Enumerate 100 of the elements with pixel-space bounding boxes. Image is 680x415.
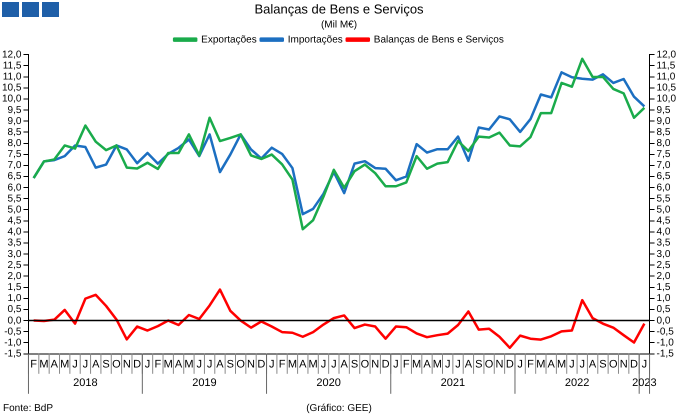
x-tick-label: J <box>444 358 450 370</box>
y-tick-label: 1,0 <box>8 293 22 304</box>
x-tick-label: S <box>350 358 358 370</box>
x-tick-label: S <box>599 358 607 370</box>
y2-tick-label: 0,5 <box>656 304 671 316</box>
y-tick-label: 0,5 <box>8 304 22 316</box>
y2-tick-label: 5,0 <box>656 204 671 216</box>
y-tick-label: 6,0 <box>8 182 22 194</box>
x-tick-label: J <box>82 358 88 370</box>
x-tick-label: M <box>39 358 49 370</box>
x-tick-label: A <box>299 358 308 370</box>
x-tick-label: M <box>164 358 173 370</box>
x-tick-label: M <box>536 358 546 370</box>
y-tick-label: -0,5 <box>4 326 22 338</box>
x-tick-label: S <box>226 358 234 370</box>
y2-tick-label: -1,0 <box>656 337 674 348</box>
x-tick-label: J <box>455 358 461 370</box>
x-tick-label: A <box>340 358 349 370</box>
y-tick-label: 9,0 <box>8 116 22 127</box>
y2-tick-label: 10,0 <box>656 94 676 105</box>
y-tick-label: 9,5 <box>8 104 22 116</box>
y-tick-label: 4,5 <box>8 216 22 227</box>
x-tick-label: J <box>517 358 523 370</box>
y-tick-label: 0,0 <box>8 315 22 326</box>
x-tick-label: N <box>495 358 504 370</box>
x-tick-label: M <box>556 358 566 370</box>
x-tick-label: O <box>112 358 122 370</box>
y2-tick-label: 11,0 <box>656 72 676 83</box>
y2-tick-label: 3,5 <box>656 238 671 249</box>
x-tick-label: A <box>216 358 224 370</box>
y2-tick-label: 4,0 <box>656 226 671 238</box>
x-tick-label: J <box>144 358 150 370</box>
y-tick-label: 2,5 <box>8 260 22 271</box>
y2-tick-label: 9,5 <box>656 104 671 116</box>
x-tick-label: J <box>642 358 648 370</box>
x-tick-label: D <box>382 358 390 370</box>
x-tick-label: A <box>92 358 100 370</box>
x-tick-label: M <box>60 358 70 370</box>
y-tick-label: 10,0 <box>2 94 22 105</box>
x-tick-label: M <box>412 358 422 370</box>
chart-subtitle: (Mil M€) <box>320 19 358 30</box>
legend-label: Balanças de Bens e Serviços <box>374 34 504 46</box>
x-tick-label: A <box>50 358 59 370</box>
x-tick-label: F <box>154 358 162 370</box>
x-tick-label: N <box>620 358 628 370</box>
y2-tick-label: -1,5 <box>656 348 674 360</box>
y-tick-label: 5,5 <box>8 193 22 204</box>
x-tick-label: O <box>360 358 370 370</box>
x-tick-label: D <box>506 358 514 370</box>
y2-tick-label: 8,5 <box>656 126 671 138</box>
y-tick-label: 11,5 <box>2 60 22 72</box>
x-tick-label: J <box>580 358 586 370</box>
x-tick-label: J <box>72 358 78 370</box>
y-tick-label: 8,0 <box>8 138 22 149</box>
x-tick-label: J <box>320 358 326 370</box>
x-tick-label: S <box>475 358 482 370</box>
x-tick-label: M <box>308 358 318 370</box>
source-note: Fonte: BdP <box>3 402 54 414</box>
y2-tick-label: -0,5 <box>656 326 674 338</box>
x-tick-label: A <box>174 358 183 370</box>
y2-tick-label: 6,5 <box>656 171 671 182</box>
y2-tick-label: 7,0 <box>656 160 671 172</box>
x-tick-label: J <box>196 358 202 370</box>
x-tick-label: J <box>206 358 212 370</box>
y2-tick-label: 7,5 <box>656 149 671 160</box>
y2-tick-label: 12,0 <box>656 49 676 60</box>
y-tick-label: 4,0 <box>8 226 22 238</box>
y2-tick-label: 10,5 <box>656 82 676 94</box>
y2-tick-label: 2,5 <box>656 260 671 271</box>
y2-tick-label: 9,0 <box>656 116 671 127</box>
y-tick-label: -1,5 <box>4 348 22 360</box>
y-tick-label: 10,5 <box>2 82 22 94</box>
y2-tick-label: 4,5 <box>656 216 671 227</box>
x-tick-label: O <box>609 358 618 370</box>
y-tick-label: 7,5 <box>8 149 22 160</box>
y-tick-label: 6,5 <box>8 171 22 182</box>
x-tick-label: D <box>133 358 142 370</box>
x-tick-label: S <box>102 358 110 370</box>
y2-tick-label: 2,0 <box>656 270 671 282</box>
text: (Gráfico: GEE) <box>306 402 372 414</box>
y2-tick-label: 1,5 <box>656 282 671 294</box>
x-tick-label: A <box>588 358 597 370</box>
legend-label: Exportações <box>201 34 257 46</box>
x-tick-label: J <box>393 358 399 370</box>
x-tick-label: J <box>569 358 575 370</box>
legend-label: Importações <box>288 34 343 46</box>
text: 2020 <box>316 376 341 389</box>
text: 2021 <box>440 376 466 389</box>
y2-tick-label: 1,0 <box>656 293 671 304</box>
y-tick-label: 1,5 <box>8 282 22 294</box>
y2-tick-label: 6,0 <box>656 182 671 194</box>
text: 2022 <box>564 376 590 389</box>
y2-tick-label: 11,5 <box>656 60 676 72</box>
x-tick-label: D <box>257 358 266 370</box>
x-tick-label: F <box>527 358 534 370</box>
x-tick-label: J <box>268 358 274 370</box>
y-tick-label: 11,0 <box>2 72 22 83</box>
x-tick-label: F <box>402 358 410 370</box>
y2-tick-label: 0,0 <box>656 315 671 326</box>
x-tick-label: F <box>30 358 38 370</box>
